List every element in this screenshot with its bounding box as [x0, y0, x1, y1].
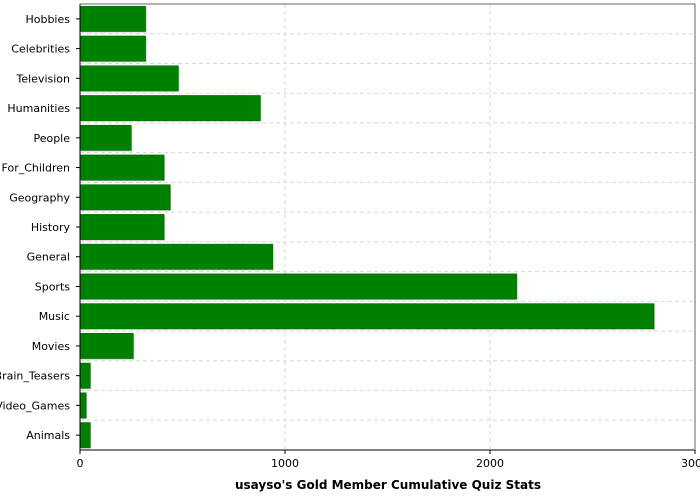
bar-history	[79, 214, 165, 240]
bar-hobbies	[79, 5, 146, 32]
category-label-video-games: Video_Games	[0, 399, 70, 412]
category-label-humanities: Humanities	[7, 102, 70, 115]
bar-music	[79, 303, 655, 330]
category-label-brain-teasers: Brain_Teasers	[0, 370, 70, 383]
category-label-movies: Movies	[32, 340, 71, 353]
bar-video-games	[79, 392, 87, 419]
category-label-people: People	[33, 132, 70, 145]
category-label-general: General	[27, 251, 70, 264]
category-label-geography: Geography	[9, 191, 70, 204]
x-tick-label: 0	[77, 457, 84, 470]
bar-movies	[79, 333, 134, 359]
x-tick-label: 1000	[271, 457, 299, 470]
bar-geography	[79, 184, 171, 211]
category-label-animals: Animals	[26, 429, 70, 442]
bar-animals	[79, 422, 91, 449]
bar-for-children	[79, 154, 165, 181]
bar-celebrities	[79, 35, 146, 62]
bar-people	[79, 124, 132, 151]
x-tick-label: 2000	[476, 457, 504, 470]
bar-general	[79, 243, 273, 270]
bar-brain-teasers	[79, 362, 91, 389]
x-tick-label: 3000	[681, 457, 700, 470]
category-labels: Hobbies Celebrities Television Humanities Pe…	[0, 13, 80, 442]
category-label-sports: Sports	[35, 280, 71, 293]
x-axis-ticks: 0 1000 2000 3000	[77, 450, 700, 470]
bar-sports	[79, 273, 517, 300]
category-label-history: History	[31, 221, 71, 234]
bars	[79, 5, 655, 449]
category-label-for-children: For_Children	[2, 162, 70, 175]
category-label-music: Music	[39, 310, 70, 323]
bar-humanities	[79, 95, 261, 121]
category-label-television: Television	[16, 72, 71, 85]
x-axis-title: usayso's Gold Member Cumulative Quiz Sta…	[235, 478, 541, 492]
category-label-celebrities: Celebrities	[11, 43, 70, 56]
category-label-hobbies: Hobbies	[25, 13, 70, 26]
plot-area	[80, 4, 695, 450]
gridlines	[80, 4, 695, 450]
bar-television	[79, 65, 179, 92]
